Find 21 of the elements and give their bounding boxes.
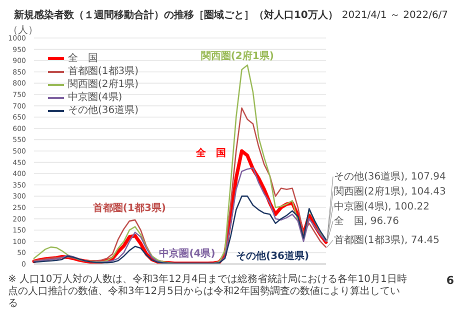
data-label: その他(36道県), 107.94 — [334, 170, 446, 183]
data-label: 全 国, 96.76 — [334, 215, 399, 228]
text: 中京圏(4県) — [159, 248, 216, 260]
data-label: 首都圏(1都3県), 74.45 — [334, 234, 440, 246]
y-axis-title: （人） — [8, 24, 38, 36]
text: 2021/4/1 ～ 2022/6/7 — [342, 9, 448, 22]
text: 全 国 — [196, 148, 226, 160]
legend-label: その他(36道県) — [68, 104, 139, 117]
text: 関西圏(2府1県) — [200, 51, 274, 62]
text: その他(36道県) — [236, 250, 310, 262]
data-label: 中京圏(4県), 100.22 — [334, 200, 430, 212]
chart-title: 新規感染者数（１週間移動合計）の推移［圏域ごと］（対人口10万人） — [14, 8, 338, 22]
text: ※ 人口10万人対の人数は、令和3年12月4日までは総務省統計局における各年10月1日時点の人口推計の数値、令和3年12月5日からは令和2年国勢調査の数値により算出している — [8, 274, 408, 310]
text: 6 — [446, 274, 454, 287]
line-series — [33, 196, 327, 264]
legend-label: 関西圏(2府1県) — [68, 78, 139, 91]
legend-label: 全 国 — [68, 52, 98, 65]
data-label: 関西圏(2府1県), 104.43 — [334, 185, 446, 198]
text: 首都圏(1都3県) — [92, 203, 166, 214]
legend-label: 中京圏(4県) — [68, 91, 122, 104]
legend-label: 首都圏(1都3県) — [68, 65, 139, 78]
